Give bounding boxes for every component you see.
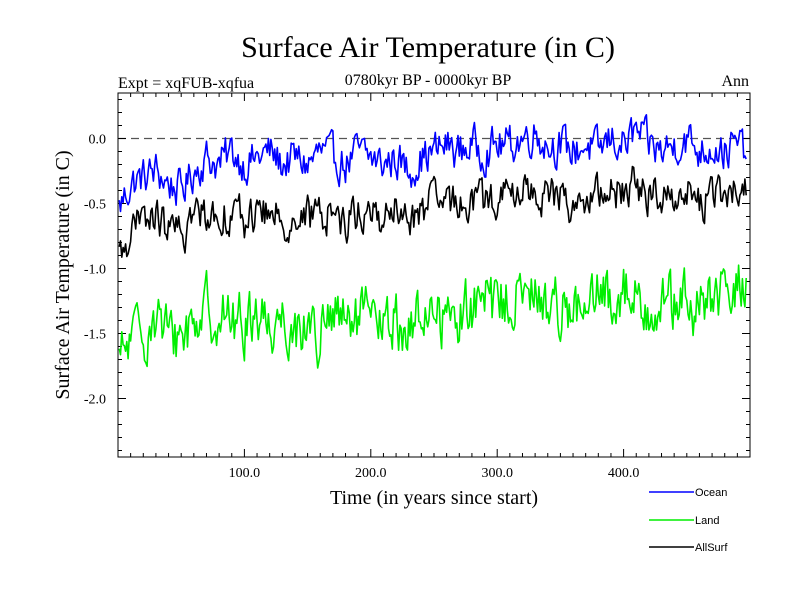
y-tick-label: -0.5 xyxy=(84,198,106,213)
x-tick-label: 300.0 xyxy=(481,466,513,481)
series-line-land xyxy=(118,264,747,369)
legend-label-allsurf: AllSurf xyxy=(695,542,728,554)
period-label: 0780kyr BP - 0000kyr BP xyxy=(345,72,512,89)
series-line-allsurf xyxy=(118,165,747,259)
y-axis-label: Surface Air Temperature (in C) xyxy=(52,150,74,399)
series-line-ocean xyxy=(118,114,747,213)
x-tick-label: 100.0 xyxy=(229,466,261,481)
x-tick-label: 400.0 xyxy=(608,466,640,481)
legend: Ocean Land AllSurf xyxy=(649,487,728,554)
chart-title: Surface Air Temperature (in C) xyxy=(241,31,615,64)
y-tick-label: -1.0 xyxy=(84,263,106,278)
series-layer xyxy=(118,114,747,369)
y-tick-label: -2.0 xyxy=(84,393,106,408)
axis-ticks: 100.0 200.0 300.0 400.0 0.0 -0.5 -1.0 -1.5 -2.0 xyxy=(84,93,750,481)
plot-frame xyxy=(117,92,751,458)
x-axis-label: Time (in years since start) xyxy=(330,487,538,509)
y-tick-label: -1.5 xyxy=(84,328,106,343)
y-tick-label: 0.0 xyxy=(89,133,107,148)
experiment-label: Expt = xqFUB-xqfua xyxy=(118,75,254,92)
season-label: Ann xyxy=(721,73,749,90)
legend-label-land: Land xyxy=(695,515,719,527)
legend-label-ocean: Ocean xyxy=(695,487,727,499)
x-tick-label: 200.0 xyxy=(355,466,387,481)
